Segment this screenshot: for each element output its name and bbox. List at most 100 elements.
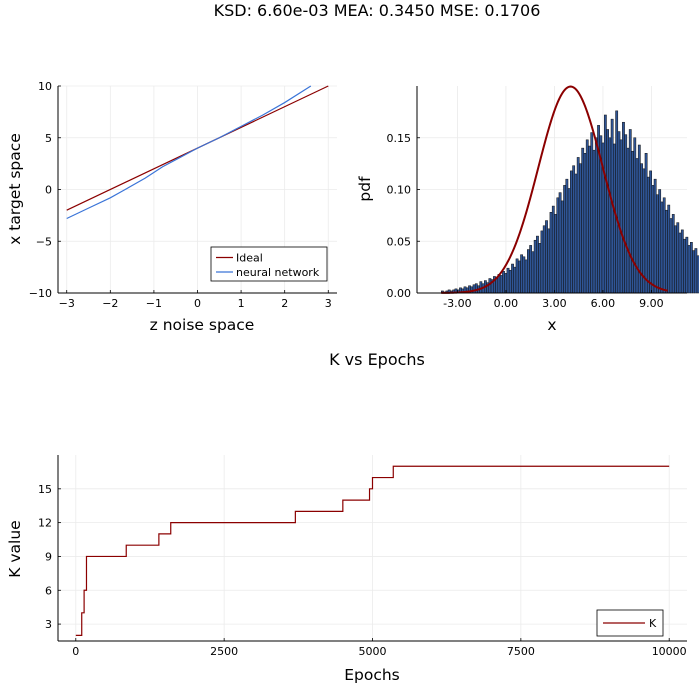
p2-histogram-bar [653,178,657,294]
p2-histogram-bar [542,225,546,294]
p2-histogram-bar [529,245,533,294]
p2-ytick-label: 0.00 [387,287,412,300]
p2-histogram-bar [667,204,671,294]
p2-histogram-bar [615,110,619,294]
p2-histogram-bar [624,134,628,294]
p2-ytick-label: 0.15 [387,132,412,145]
p1-xtick-label: −2 [102,297,118,310]
p3-ytick-label: 3 [45,618,52,631]
p2-histogram-bar [474,283,478,294]
p2-ytick-labels: 0.00 0.05 0.10 0.15 [387,132,412,300]
p1-xtick-label: 3 [325,297,332,310]
p2-histogram-bar [626,147,630,294]
p2-histogram-bar [619,139,623,294]
p2-histogram-bar [694,248,698,294]
p1-axes [57,85,337,294]
p2-histogram-bar [603,114,607,294]
p1-ytick-label: 10 [38,80,52,93]
p2-histogram-bar [538,243,542,294]
p2-histogram-bar [592,149,596,294]
p2-histogram-bar [513,266,517,294]
p2-histogram-bar [567,188,571,294]
p2-xtick-label: 9.00 [639,297,664,310]
p2-histogram-bar [658,189,662,294]
p2-histogram-bar [696,255,699,294]
p2-histogram-bar [563,185,566,294]
p2-ytick-label: 0.05 [387,235,412,248]
p3-ytick-labels: 3 6 9 12 15 [38,483,52,631]
p1-series-line-neural-network [66,85,312,220]
p2-histogram-bar [581,147,585,294]
p2-histogram-bar [540,230,544,294]
p2-histogram-bar [687,245,691,294]
p1-grid [58,85,337,294]
p2-xtick-label: 3.00 [542,297,567,310]
figure-suptitle: KSD: 6.60e-03 MEA: 0.3450 MSE: 0.1706 [214,1,541,20]
p1-ytick-label: −10 [29,287,52,300]
p2-histogram-bar [549,212,553,294]
p2-histogram-bar [608,137,612,294]
p2-histogram-bar [560,200,564,294]
p1-xlabel: z noise space [150,316,255,334]
p1-legend-label-ideal: Ideal [236,252,263,265]
p2-histogram-bar [570,170,573,294]
p2-histogram-bar [613,143,616,294]
p3-xtick-label: 5000 [359,645,387,658]
p2-xtick-label: 6.00 [591,297,616,310]
p2-ytick-label: 0.10 [387,184,412,197]
p2-histogram-bar [515,258,519,294]
p3-title: K vs Epochs [329,350,425,369]
p2-histogram-bar [522,256,526,294]
p3-xlabel: Epochs [344,666,400,684]
p2-histogram-bar [665,209,668,294]
p2-histogram-bar [594,137,598,294]
p2-histogram-bar [671,214,675,294]
p1-ytick-label: −5 [36,235,52,248]
p2-histogram-bar [656,194,659,294]
p3-xtick-labels: 0 2500 5000 7500 10000 [72,645,686,658]
p2-histogram-bar [524,259,528,294]
p2-histogram-bar [547,228,551,294]
p2-histogram-bar [551,205,555,294]
p2-histogram-bar [628,129,632,294]
p3-xtick-label: 2500 [210,645,238,658]
p2-xtick-labels: -3.00 0.00 3.00 6.00 9.00 [443,297,663,310]
p3-ylabel: K value [6,520,24,577]
p1-legend-box [210,246,328,282]
p2-histogram-bar [622,121,625,294]
p2-histogram-bar [499,275,503,294]
p2-axes [416,86,687,294]
p3-xtick-label: 0 [72,645,79,658]
p2-histogram-bar [646,176,650,294]
p1-series [66,85,329,220]
p2-histogram-bar [511,263,514,294]
p1-legend: Ideal neural network [210,246,328,282]
plot-k-vs-epochs: K vs Epochs 0 2500 5000 7500 10000 3 6 9 12 15 E… [6,350,687,684]
p2-histogram-bar [649,170,653,294]
p2-ylabel: pdf [356,176,374,202]
p2-histogram-bar [642,168,646,294]
plot-histogram-pdf: -3.00 0.00 3.00 6.00 9.00 0.00 0.05 0.10 0.15 x… [356,85,699,334]
p3-legend-label-k: K [649,617,657,630]
p2-histogram-bar [644,153,648,294]
p3-grid [58,455,687,641]
p3-axes [57,455,687,642]
p3-series-line-k [75,465,670,636]
p3-ytick-label: 15 [38,483,52,496]
p2-histogram-bar [651,185,655,294]
p3-xtick-label: 10000 [652,645,687,658]
p2-histogram-bar [572,165,576,294]
p2-histogram-bar [585,139,589,294]
p2-histogram-bar [508,269,512,294]
p2-histogram-bar [588,145,591,294]
p2-histogram-bar [590,132,594,294]
p2-pdf-curve [441,85,668,294]
p2-histogram-bar [633,137,637,294]
p1-ytick-label: 0 [45,184,52,197]
p1-xtick-label: 2 [281,297,288,310]
p2-histogram-bar [669,218,673,294]
p3-xtick-label: 7500 [507,645,535,658]
p2-histogram-bar [565,178,569,294]
